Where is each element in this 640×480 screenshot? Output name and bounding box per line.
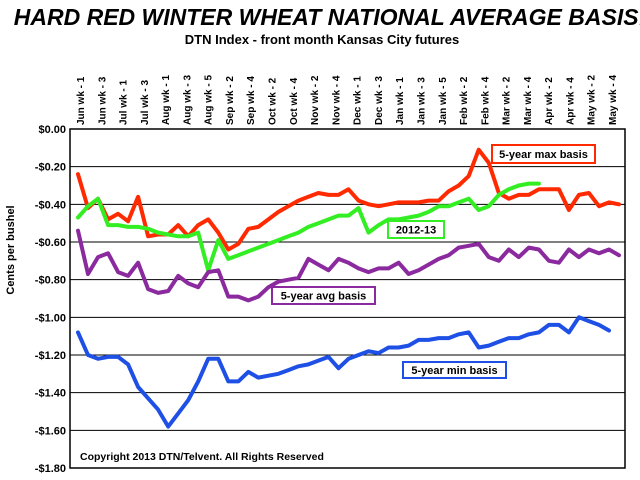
x-tick-label: Feb wk - 2 <box>459 76 470 125</box>
annotation-box <box>402 361 507 379</box>
x-tick-label: Oct wk - 2 <box>268 77 279 125</box>
gridlines <box>69 128 626 469</box>
x-tick-label: Jul wk - 1 <box>119 80 130 125</box>
y-tick-label: -$0.20 <box>35 162 66 174</box>
x-tick-label: Apr wk - 2 <box>544 77 555 125</box>
chart-subtitle: DTN Index - front month Kansas City futu… <box>185 32 459 47</box>
x-tick-label: Mar wk - 2 <box>502 76 513 125</box>
x-tick-label: Aug wk - 3 <box>182 75 193 125</box>
annotation-box <box>491 144 596 164</box>
y-tick-labels: $0.00 -$0.20 -$0.40 -$0.60 -$0.80 -$1.00 -$1.2… <box>35 124 66 475</box>
x-tick-label: May wk - 4 <box>608 75 619 125</box>
x-tick-label: Dec wk - 3 <box>374 76 385 125</box>
series-lines <box>76 147 621 429</box>
x-tick-label: Sep wk - 2 <box>225 76 236 125</box>
annotation-box <box>387 220 445 239</box>
y-tick-label: -$0.80 <box>35 275 66 287</box>
x-tick-label: Dec wk - 1 <box>353 76 364 125</box>
x-tick-labels: Jun wk - 1 Jun wk - 3 Jul wk - 1 Jul wk - 3… <box>76 75 619 125</box>
x-tick-label: Feb wk - 4 <box>480 76 491 125</box>
x-tick-label: Jun wk - 1 <box>76 76 87 125</box>
x-tick-label: Jan wk - 3 <box>416 77 427 125</box>
series-line <box>76 315 611 429</box>
x-tick-label: Aug wk - 5 <box>204 75 215 125</box>
y-tick-label: -$1.80 <box>35 463 66 475</box>
x-tick-label: Nov wk - 4 <box>331 75 342 125</box>
y-tick-label: -$1.20 <box>35 350 66 362</box>
series-line <box>76 228 621 303</box>
annotation-label: 5-year avg basis <box>281 291 367 303</box>
x-tick-label: Jun wk - 3 <box>97 76 108 125</box>
y-tick-label: -$0.40 <box>35 199 66 211</box>
y-tick-label: -$1.60 <box>35 425 66 437</box>
y-tick-label: -$0.60 <box>35 237 66 249</box>
y-tick-label: -$1.00 <box>35 312 66 324</box>
copyright-text: Copyright 2013 DTN/Telvent. All Rights R… <box>80 451 324 463</box>
x-tick-label: Apr wk - 4 <box>565 77 576 125</box>
annotation-label: 2012-13 <box>396 225 436 237</box>
series-line <box>76 181 541 273</box>
x-tick-label: Sep wk - 4 <box>246 76 257 125</box>
x-tick-label: May wk - 2 <box>587 75 598 125</box>
y-axis-label: Cents per bushel <box>5 205 17 294</box>
annotation-label: 5-year min basis <box>411 365 497 377</box>
x-tick-label: Jan wk - 5 <box>438 77 449 125</box>
series-annotations: 5-year max basis 2012-13 5-year avg basis 5… <box>271 144 596 379</box>
annotation-box <box>271 286 376 305</box>
y-tick-label: -$1.40 <box>35 388 66 400</box>
x-tick-label: Oct wk - 4 <box>289 77 300 125</box>
x-tick-label: Nov wk - 2 <box>310 75 321 125</box>
x-tick-label: Jan wk - 1 <box>395 77 406 125</box>
x-tick-label: Aug wk - 1 <box>161 75 172 125</box>
annotation-label: 5-year max basis <box>499 149 588 161</box>
y-tick-label: $0.00 <box>38 124 66 136</box>
chart-title: HARD RED WINTER WHEAT NATIONAL AVERAGE B… <box>14 4 640 30</box>
x-tick-label: Mar wk - 4 <box>523 76 534 125</box>
x-tick-label: Jul wk - 3 <box>140 80 151 125</box>
